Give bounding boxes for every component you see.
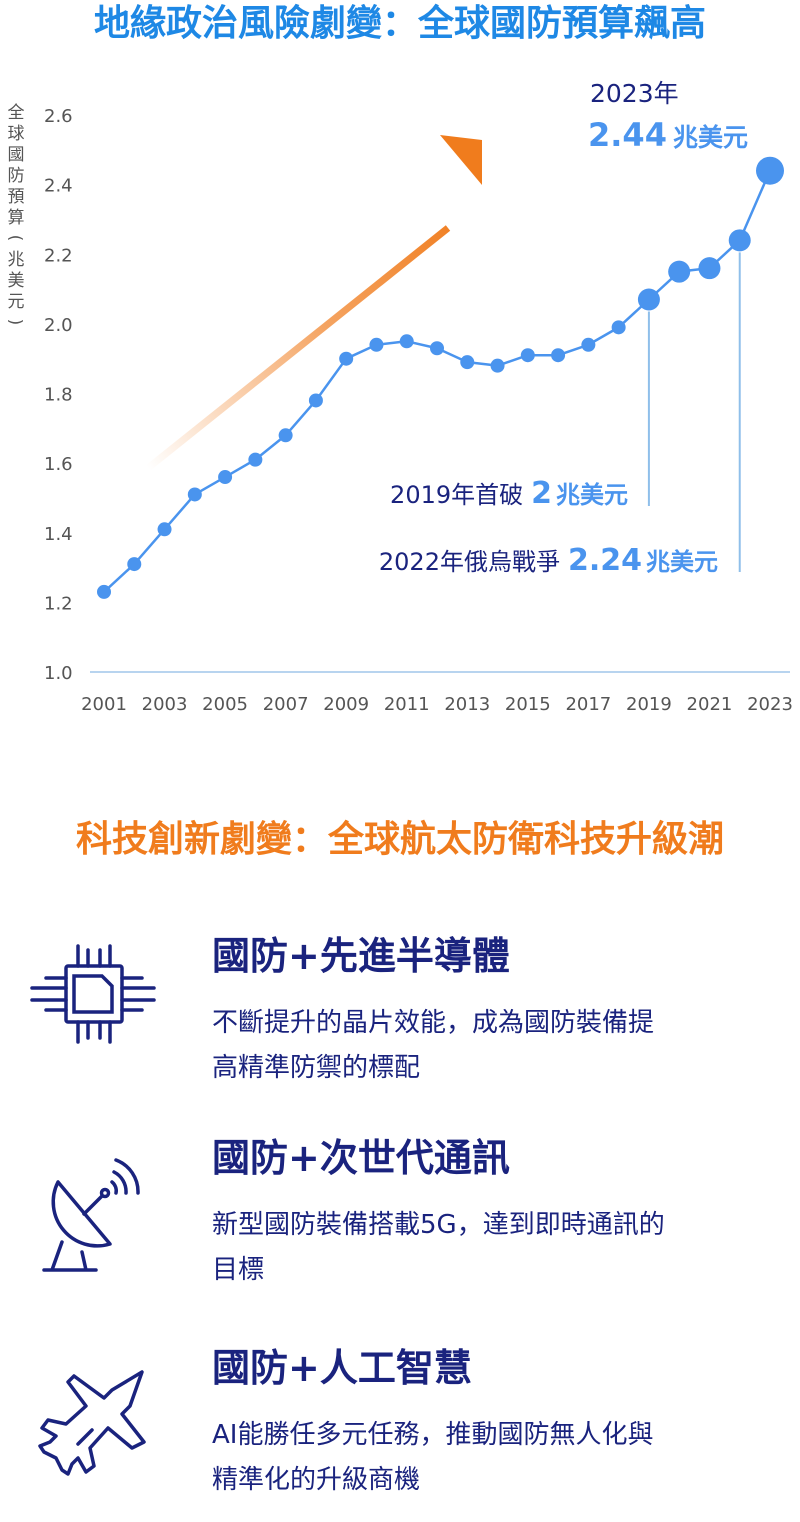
y-axis-label-char: 球 <box>8 124 25 144</box>
data-point-2022 <box>728 229 751 252</box>
feature-semiconductor: 國防+先進半導體 不斷提升的晶片效能，成為國防裝備提 高精準防禦的標配 <box>0 925 800 1105</box>
annotation-2023-year: 2023年 <box>590 79 679 108</box>
data-point-2020 <box>668 260 691 283</box>
data-point-2013 <box>460 355 475 370</box>
annotation-2023-value: 2.44 兆美元 <box>588 116 748 154</box>
x-tick-label: 2001 <box>81 694 127 715</box>
y-tick-label: 1.2 <box>44 593 73 614</box>
data-point-2011 <box>399 334 414 349</box>
feature-desc-line2: 目標 <box>212 1255 265 1285</box>
x-tick-label: 2017 <box>565 694 611 715</box>
fighter-jet-icon <box>38 1370 146 1476</box>
data-point-2007 <box>278 428 293 443</box>
feature-ai: 國防+人工智慧 AI能勝任多元任務，推動國防無人化與 精準化的升級商機 <box>0 1342 800 1522</box>
y-axis-label-char: 兆 <box>8 250 25 270</box>
data-point-2016 <box>551 348 566 363</box>
data-point-2014 <box>490 358 505 373</box>
chip-icon <box>30 944 156 1044</box>
defense-budget-line-chart: 1.0 1.2 1.4 1.6 1.8 2.0 2.2 2.4 2.6 2001 2003 2005 2… <box>5 79 793 715</box>
x-tick-label: 2005 <box>202 694 248 715</box>
annotation-2022: 2022年俄烏戰爭 2.24 兆美元 <box>379 543 718 578</box>
y-axis-label-char: 國 <box>8 145 25 165</box>
x-tick-label: 2007 <box>263 694 309 715</box>
x-tick-label: 2003 <box>142 694 188 715</box>
data-point-2010 <box>369 337 384 352</box>
y-axis-label-char: 算 <box>8 208 25 228</box>
data-point-2019 <box>637 288 660 311</box>
x-tick-label: 2023 <box>747 694 793 715</box>
trend-arrow-shaft <box>145 225 451 471</box>
data-point-2018 <box>611 320 626 335</box>
y-axis-label-char: 預 <box>8 187 25 207</box>
data-point-2003 <box>157 522 172 537</box>
y-axis-label-char: 元 <box>8 292 25 312</box>
y-tick-label: 2.6 <box>44 106 73 127</box>
feature-desc-line2: 精準化的升級商機 <box>212 1465 421 1495</box>
y-tick-label: 2.2 <box>44 245 73 266</box>
x-tick-label: 2013 <box>444 694 490 715</box>
y-axis-label-char: ( <box>5 235 25 242</box>
x-tick-label: 2009 <box>323 694 369 715</box>
feature-desc-line1: 不斷提升的晶片效能，成為國防裝備提 <box>212 1008 655 1038</box>
trend-arrow-head <box>440 135 482 185</box>
annotation-2019: 2019年首破 2 兆美元 <box>390 476 628 511</box>
data-point-2004 <box>187 487 202 502</box>
data-point-2017 <box>581 337 596 352</box>
x-tick-label: 2015 <box>505 694 551 715</box>
feature-desc-line1: 新型國防裝備搭載5G，達到即時通訊的 <box>212 1210 665 1240</box>
y-tick-label: 1.8 <box>44 385 73 406</box>
x-tick-label: 2019 <box>626 694 672 715</box>
satellite-dish-icon <box>42 1158 140 1272</box>
trend-arrow <box>145 135 482 471</box>
x-tick-label: 2011 <box>384 694 430 715</box>
feature-communications: 國防+次世代通訊 新型國防裝備搭載5G，達到即時通訊的 目標 <box>0 1132 800 1312</box>
data-point-2009 <box>339 351 354 366</box>
feature-title: 國防+次世代通訊 <box>212 1136 510 1180</box>
data-point-2008 <box>308 393 323 408</box>
data-point-2012 <box>430 341 444 356</box>
y-axis-label-char: 全 <box>8 103 25 123</box>
feature-desc-line1: AI能勝任多元任務，推動國防無人化與 <box>212 1420 654 1450</box>
data-point-2006 <box>248 452 263 467</box>
y-tick-label: 1.0 <box>44 663 73 684</box>
y-tick-label: 1.6 <box>44 454 73 475</box>
feature-title: 國防+人工智慧 <box>212 1346 472 1390</box>
data-point-2005 <box>218 470 233 485</box>
feature-title: 國防+先進半導體 <box>212 934 510 978</box>
data-point-2023 <box>756 156 784 185</box>
y-axis-label-char: 防 <box>8 166 25 186</box>
x-tick-label: 2021 <box>687 694 733 715</box>
data-point-2001 <box>97 584 111 599</box>
data-point-2002 <box>127 557 142 572</box>
y-tick-label: 2.0 <box>44 315 73 336</box>
y-tick-label: 1.4 <box>44 524 73 545</box>
y-axis-label-char: ) <box>5 319 25 326</box>
y-axis-label-char: 美 <box>8 271 25 291</box>
data-point-2015 <box>520 348 535 363</box>
data-point-2021 <box>698 257 721 280</box>
tech-section-title: 科技創新劇變：全球航太防衛科技升級潮 <box>75 819 724 860</box>
y-tick-label: 2.4 <box>44 176 73 197</box>
feature-desc-line2: 高精準防禦的標配 <box>212 1053 421 1083</box>
chart-section-title: 地緣政治風險劇變：全球國防預算飆高 <box>93 3 706 44</box>
